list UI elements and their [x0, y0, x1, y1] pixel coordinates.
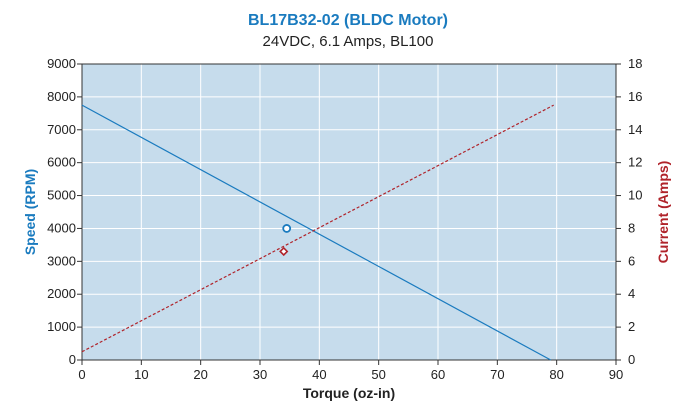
x-tick-label: 70: [490, 367, 504, 382]
y-tick-label: 4000: [47, 220, 76, 235]
x-axis-ticks: 0 10 20 30 40 50 60 70 80 90: [78, 360, 623, 382]
y2-axis-label: Current (Amps): [655, 161, 671, 264]
x-tick-label: 30: [253, 367, 267, 382]
x-tick-label: 80: [549, 367, 563, 382]
y2-tick-label: 18: [628, 56, 642, 71]
x-tick-label: 60: [431, 367, 445, 382]
y-tick-label: 3000: [47, 253, 76, 268]
x-tick-label: 50: [371, 367, 385, 382]
speed-marker: [282, 224, 292, 233]
y-tick-label: 5000: [47, 188, 76, 203]
y2-tick-label: 0: [628, 352, 635, 367]
x-tick-label: 20: [193, 367, 207, 382]
y-tick-label: 9000: [47, 56, 76, 71]
y2-tick-label: 8: [628, 220, 635, 235]
y-tick-label: 8000: [47, 89, 76, 104]
y2-tick-label: 4: [628, 286, 635, 301]
y-tick-label: 0: [69, 352, 76, 367]
y2-tick-label: 2: [628, 319, 635, 334]
chart-title: BL17B32-02 (BLDC Motor): [248, 12, 448, 29]
speed-line: [81, 104, 552, 361]
series-group: [81, 104, 554, 361]
y-tick-label: 6000: [47, 155, 76, 170]
current-marker: [279, 246, 289, 257]
y2-axis-ticks: 0 2 4 6 8 10 12 14 16 18: [616, 56, 642, 367]
y2-tick-label: 14: [628, 122, 642, 137]
x-tick-label: 40: [312, 367, 326, 382]
current-line: [81, 104, 554, 353]
markers-group: [279, 224, 292, 257]
y-tick-label: 7000: [47, 122, 76, 137]
y-tick-label: 1000: [47, 319, 76, 334]
x-tick-label: 0: [78, 367, 85, 382]
y-tick-label: 2000: [47, 286, 76, 301]
y-axis-label: Speed (RPM): [22, 169, 38, 255]
x-tick-label: 10: [134, 367, 148, 382]
y2-tick-label: 10: [628, 188, 642, 203]
chart-subtitle: 24VDC, 6.1 Amps, BL100: [263, 33, 434, 50]
x-tick-label: 90: [609, 367, 623, 382]
grid-lines: [82, 64, 616, 360]
y2-tick-label: 6: [628, 253, 635, 268]
y-axis-ticks: 0 1000 2000 3000 4000 5000 6000 7000 8000 9000: [47, 56, 82, 367]
plot-border: [81, 63, 617, 361]
y2-tick-label: 16: [628, 89, 642, 104]
x-axis-label: Torque (oz-in): [303, 385, 395, 401]
y2-tick-label: 12: [628, 155, 642, 170]
